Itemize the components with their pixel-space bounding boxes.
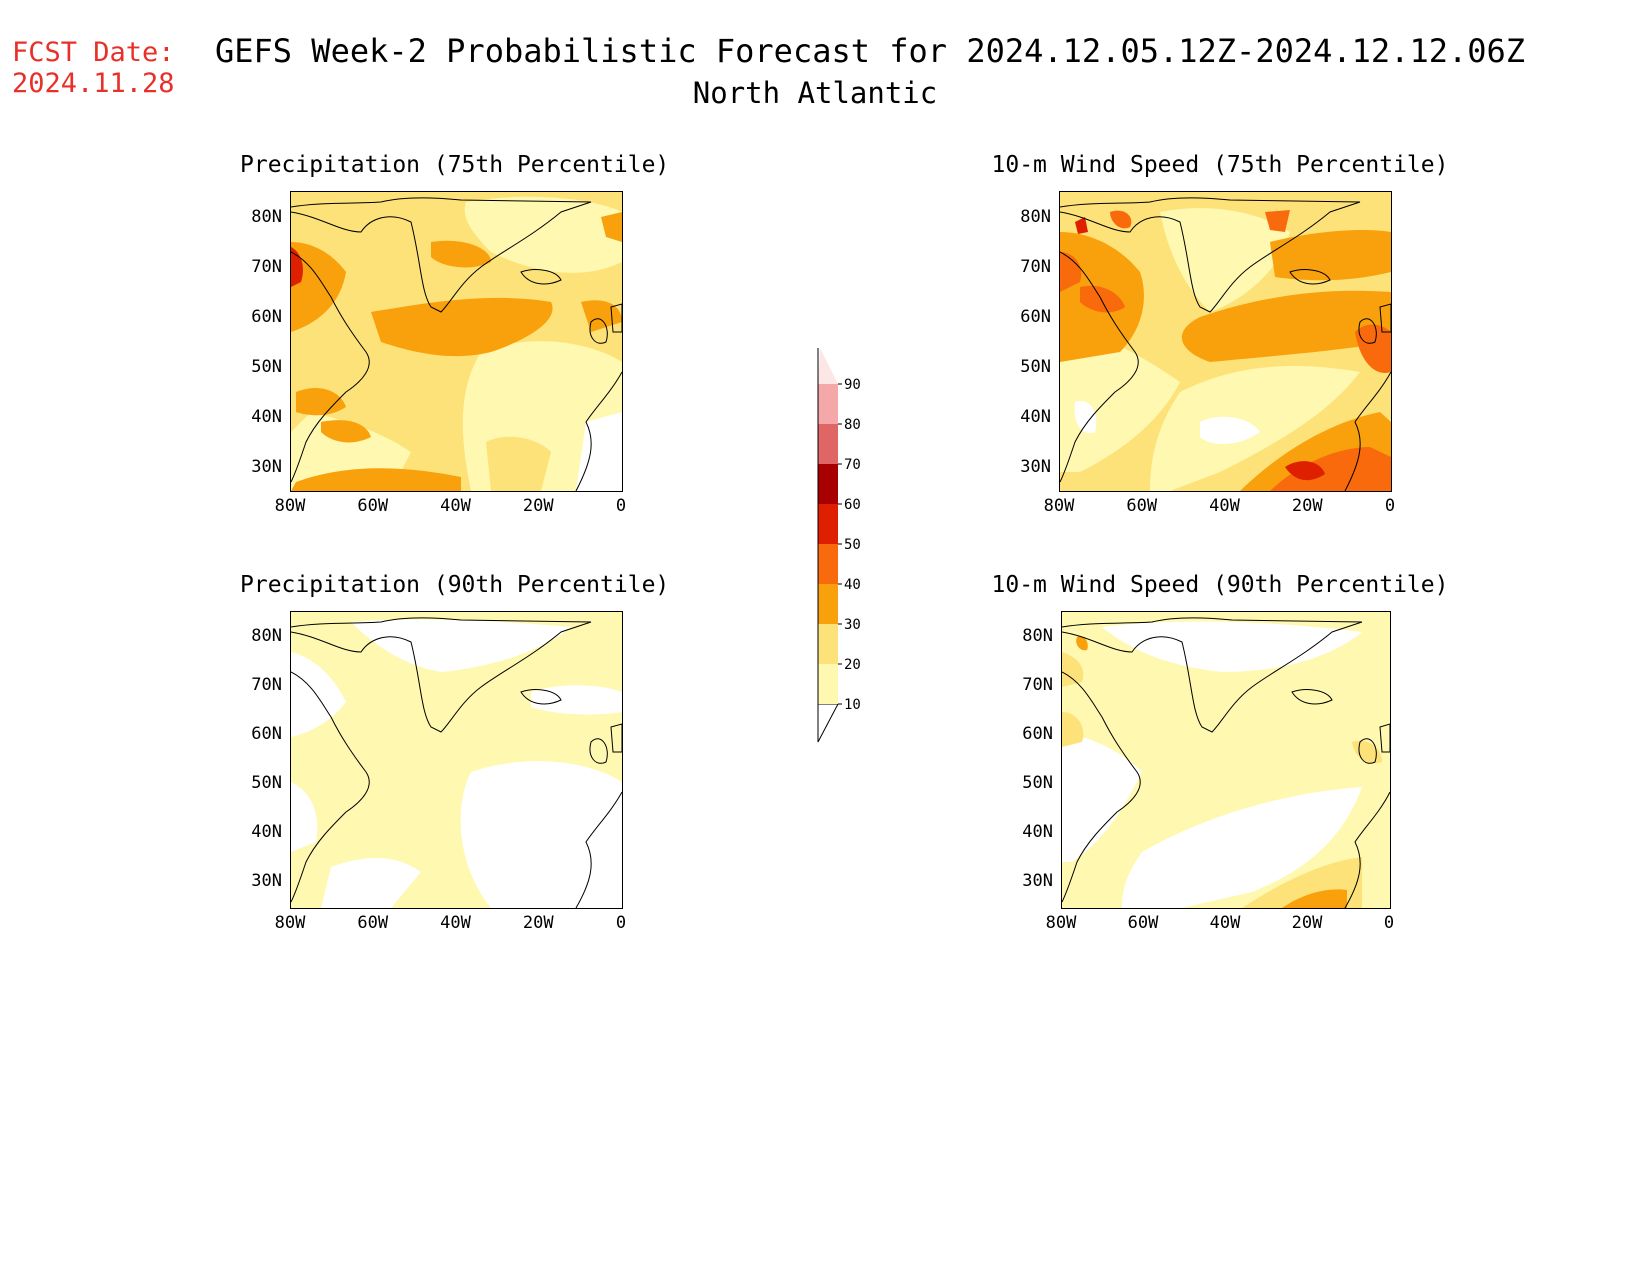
map-precip-75-field xyxy=(291,192,622,491)
map-precip-75 xyxy=(290,191,623,492)
lon-tick-label: 20W xyxy=(522,913,554,933)
colorbar-segment xyxy=(818,424,838,464)
colorbar-segment xyxy=(818,504,838,544)
lat-tick-label: 80N xyxy=(1020,207,1051,227)
lat-tick-label: 60N xyxy=(1022,724,1053,744)
lat-tick-label: 70N xyxy=(251,257,282,277)
lat-tick-label: 40N xyxy=(1022,822,1053,842)
map-wind-90 xyxy=(1061,611,1391,909)
lon-tick-label: 0 xyxy=(1384,496,1396,516)
colorbar-segment xyxy=(818,624,838,664)
lon-tick-label: 40W xyxy=(440,496,471,516)
colorbar-lower-cap xyxy=(817,703,839,743)
lat-tick-label: 50N xyxy=(1020,357,1051,377)
fcst-date-value: 2024.11.28 xyxy=(12,68,175,99)
lat-tick-label: 50N xyxy=(251,773,282,793)
colorbar-segment xyxy=(818,584,838,624)
colorbar-tick-label: 20 xyxy=(844,657,861,673)
colorbar: 10 20 30 40 50 60 70 80 90 xyxy=(806,338,876,744)
lon-tick-label: 60W xyxy=(357,913,389,933)
colorbar-tick-label: 40 xyxy=(844,577,861,593)
map-precip-90-field xyxy=(291,612,622,908)
lat-tick-label: 30N xyxy=(251,871,282,891)
lat-tick-label: 80N xyxy=(1022,626,1053,646)
lon-tick-label: 20W xyxy=(1291,496,1323,516)
colorbar-tick-label: 10 xyxy=(844,697,861,713)
colorbar-tick-label: 60 xyxy=(844,497,861,513)
lon-tick-label: 60W xyxy=(357,496,389,516)
fcst-date-label: FCST Date: xyxy=(12,37,175,68)
lat-tick-label: 40N xyxy=(1020,407,1051,427)
page-title: GEFS Week-2 Probabilistic Forecast for 2… xyxy=(214,32,1526,70)
lat-tick-label: 60N xyxy=(251,307,282,327)
map-wind-75 xyxy=(1059,191,1392,492)
colorbar-tick-label: 50 xyxy=(844,537,861,553)
region-subtitle: North Atlantic xyxy=(692,76,938,110)
lon-tick-label: 40W xyxy=(1209,913,1241,933)
lon-tick-label: 80W xyxy=(1043,496,1075,516)
lon-tick-label: 40W xyxy=(1209,496,1240,516)
colorbar-svg: 10 20 30 40 50 60 70 80 90 xyxy=(817,348,861,743)
colorbar-segment xyxy=(818,464,838,504)
lon-tick-label: 80W xyxy=(274,913,306,933)
colorbar-tick-label: 80 xyxy=(844,417,861,433)
lat-tick-label: 70N xyxy=(251,675,282,695)
lat-tick-label: 50N xyxy=(1022,773,1053,793)
lat-tick-label: 50N xyxy=(251,357,282,377)
lat-tick-label: 70N xyxy=(1020,257,1051,277)
colorbar-tick-label: 30 xyxy=(844,617,861,633)
colorbar-segment xyxy=(818,544,838,584)
colorbar-segment xyxy=(818,384,838,424)
lat-tick-label: 40N xyxy=(251,407,282,427)
colorbar-tick-label: 90 xyxy=(844,377,861,393)
colorbar-upper-cap xyxy=(818,348,838,384)
lat-tick-label: 80N xyxy=(251,626,282,646)
lon-tick-label: 40W xyxy=(440,913,471,933)
lon-tick-label: 20W xyxy=(1291,913,1323,933)
lat-tick-label: 30N xyxy=(1020,457,1051,477)
lon-tick-label: 0 xyxy=(615,913,627,933)
lat-tick-label: 40N xyxy=(251,822,282,842)
lon-tick-label: 0 xyxy=(615,496,627,516)
map-precip-90 xyxy=(290,611,623,909)
lon-tick-label: 80W xyxy=(274,496,306,516)
panel-title-precip-75: Precipitation (75th Percentile) xyxy=(240,152,670,178)
panel-title-wind-75: 10-m Wind Speed (75th Percentile) xyxy=(991,152,1449,178)
lat-tick-label: 60N xyxy=(1020,307,1051,327)
colorbar-segment xyxy=(818,664,838,704)
map-wind-90-field xyxy=(1062,612,1390,908)
map-wind-75-field xyxy=(1060,192,1391,491)
lat-tick-label: 30N xyxy=(251,457,282,477)
lat-tick-label: 70N xyxy=(1022,675,1053,695)
panel-title-wind-90: 10-m Wind Speed (90th Percentile) xyxy=(991,572,1449,598)
lat-tick-label: 80N xyxy=(251,207,282,227)
panel-title-precip-90: Precipitation (90th Percentile) xyxy=(240,572,670,598)
lon-tick-label: 60W xyxy=(1127,913,1159,933)
lat-tick-label: 60N xyxy=(251,724,282,744)
lon-tick-label: 80W xyxy=(1045,913,1077,933)
colorbar-tick-label: 70 xyxy=(844,457,861,473)
lon-tick-label: 60W xyxy=(1126,496,1158,516)
lat-tick-label: 30N xyxy=(1022,871,1053,891)
lon-tick-label: 0 xyxy=(1383,913,1395,933)
lon-tick-label: 20W xyxy=(522,496,554,516)
